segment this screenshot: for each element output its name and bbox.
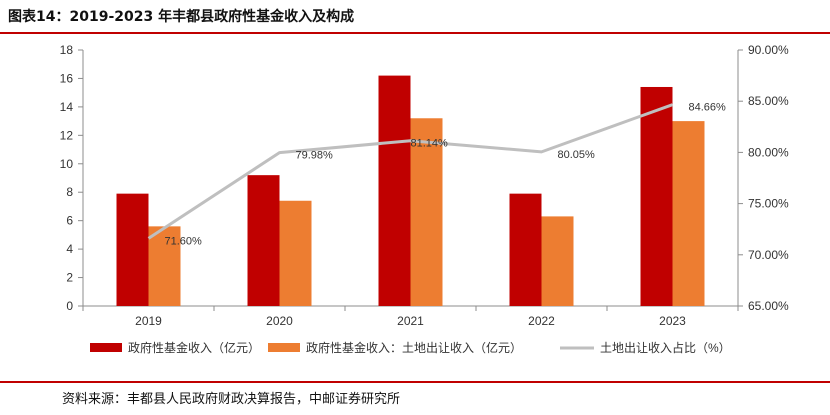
bar-land-revenue	[541, 216, 574, 306]
right-tick-label: 75.00%	[748, 197, 789, 211]
bar-land-revenue	[672, 121, 705, 306]
bar-land-revenue	[279, 200, 312, 306]
line-data-label: 71.60%	[165, 235, 203, 247]
footer-divider	[0, 381, 830, 383]
left-tick-label: 6	[66, 214, 73, 228]
line-data-label: 80.05%	[558, 149, 596, 161]
legend-item-land-share: 土地出让收入占比（%）	[600, 340, 731, 355]
left-tick-label: 0	[66, 299, 73, 313]
right-tick-label: 90.00%	[748, 43, 789, 57]
bar-total-revenue	[378, 75, 411, 306]
x-tick-label: 2019	[135, 314, 162, 328]
chart: 0 2 4 6 8 10 12 14 16 18 65.00% 70.00% 75.00% 80.00% 8…	[60, 43, 789, 355]
line-data-label: 81.14%	[411, 138, 449, 150]
x-tick-label: 2022	[528, 314, 555, 328]
left-tick-label: 14	[60, 100, 74, 114]
line-data-label: 84.66%	[689, 102, 727, 114]
line-land-share	[147, 103, 674, 240]
left-tick-label: 10	[60, 157, 74, 171]
legend-item-land-revenue: 政府性基金收入：土地出让收入（亿元）	[306, 340, 522, 355]
bar-total-revenue	[247, 175, 280, 306]
right-tick-label: 65.00%	[748, 299, 789, 313]
title-divider	[0, 32, 830, 34]
line-data-label: 79.98%	[296, 150, 334, 162]
bar-land-revenue	[148, 226, 181, 306]
chart-title: 图表14：2019-2023 年丰都县政府性基金收入及构成	[8, 9, 355, 25]
x-tick-label: 2021	[397, 314, 424, 328]
legend-item-total-revenue: 政府性基金收入（亿元）	[128, 340, 260, 355]
left-tick-label: 4	[66, 242, 73, 256]
bar-total-revenue	[640, 86, 673, 306]
legend-item-total-revenue-swatch	[90, 343, 122, 352]
right-tick-label: 70.00%	[748, 248, 789, 262]
left-tick-label: 18	[60, 43, 74, 57]
legend-item-land-revenue-swatch	[268, 343, 300, 352]
left-tick-label: 12	[60, 128, 74, 142]
x-tick-label: 2023	[659, 314, 686, 328]
left-tick-label: 8	[66, 185, 73, 199]
left-tick-label: 16	[60, 71, 74, 85]
source-note: 资料来源：丰都县人民政府财政决算报告，中邮证券研究所	[62, 392, 401, 407]
right-tick-label: 85.00%	[748, 94, 789, 108]
x-tick-label: 2020	[266, 314, 293, 328]
right-tick-label: 80.00%	[748, 145, 789, 159]
bar-total-revenue	[509, 193, 542, 306]
left-tick-label: 2	[66, 271, 73, 285]
bar-total-revenue	[116, 193, 149, 306]
bar-land-revenue	[410, 118, 443, 307]
